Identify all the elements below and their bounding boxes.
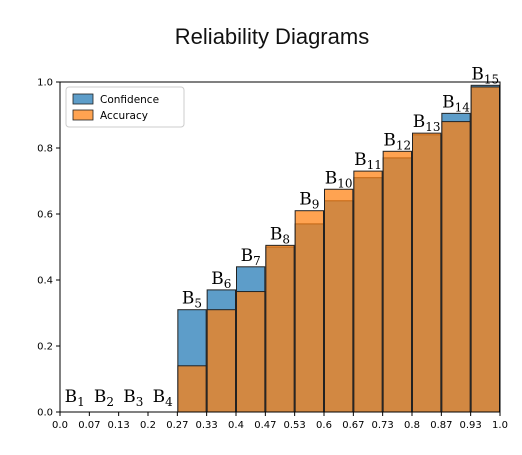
x-tick-label: 0.27 [166,420,188,431]
x-tick-label: 0.87 [430,420,452,431]
x-tick-label: 0.8 [404,420,420,431]
accuracy-bars [177,86,501,413]
bin-label-base: B [182,289,195,309]
y-tick-label: 0.6 [37,210,53,221]
bin-label-sub: 1 [77,395,85,409]
x-tick-label: 0.53 [284,420,306,431]
x-tick-label: 0.07 [78,420,100,431]
bin-label-base: B [413,112,426,132]
bin-label-sub: 10 [337,176,352,190]
bin-label-base: B [153,387,166,407]
accuracy-bar [324,188,354,413]
y-tick-label: 0.4 [37,276,53,287]
legend-box [65,86,185,128]
x-tick-label: 0.93 [460,420,482,431]
bin-label-sub: 8 [282,232,290,246]
legend-swatch [72,109,94,121]
axes: 0.0 0.07 0.13 0.2 0.27 0.33 0.4 0.47 0.53 0.6 0.67… [37,78,508,432]
x-tick-label: 0.73 [372,420,394,431]
y-tick-label: 0.0 [37,408,53,419]
bin-label-sub: 11 [367,158,382,172]
bin-label-sub: 2 [106,395,114,409]
bin-label-sub: 7 [253,254,261,268]
y-tick-label: 1.0 [37,78,53,89]
bin-label: B6 [211,269,231,291]
bin-label: B1 [65,387,85,409]
accuracy-bar [177,365,207,413]
legend-label: Confidence [100,94,159,106]
accuracy-bar [441,121,471,413]
bin-label: B14 [442,92,470,114]
bin-label: B2 [94,387,114,409]
bin-label: B15 [471,64,499,86]
x-tick-label: 0.13 [108,420,130,431]
x-tick-label: 0.6 [316,420,332,431]
accuracy-bar [382,150,413,413]
x-tick-label: 0.0 [52,420,68,431]
x-tick-label: 0.67 [342,420,364,431]
plot-frame [59,81,501,413]
bin-label-base: B [325,168,338,188]
bin-label: B11 [354,150,382,172]
bin-label-sub: 12 [396,138,411,152]
bin-label-sub: 14 [455,100,471,114]
bin-label-sub: 3 [136,395,144,409]
x-tick-label: 0.4 [228,420,244,431]
accuracy-bar [294,210,325,413]
x-tick-label: 0.47 [254,420,276,431]
bin-label: B7 [241,246,261,268]
legend: Confidence Accuracy [65,86,185,128]
x-tick-label: 0.33 [196,420,218,431]
accuracy-bar [353,170,383,413]
bin-label-base: B [299,190,312,210]
bin-label-sub: 9 [312,198,320,212]
legend-swatch [72,93,94,105]
bin-label-sub: 5 [194,297,202,311]
bin-label-sub: 15 [484,72,499,86]
bin-label: B13 [413,112,441,134]
bin-label-base: B [442,92,455,112]
bin-label-base: B [123,387,136,407]
accuracy-bar [470,86,501,413]
bin-label: B12 [383,130,411,152]
accuracy-bar [206,309,236,413]
accuracy-bar [236,291,266,413]
bin-label: B8 [270,224,290,246]
bin-label-base: B [211,269,224,289]
bin-label-sub: 6 [224,277,232,291]
bin-label: B5 [182,289,202,311]
bin-label-base: B [471,64,484,84]
bin-label-base: B [94,387,107,407]
y-tick-label: 0.8 [37,144,53,155]
legend-label: Accuracy [100,110,148,122]
bin-label-base: B [383,130,396,150]
accuracy-bar [412,132,442,413]
accuracy-bar [265,244,295,413]
bin-label: B10 [325,168,353,190]
x-tick-label: 1.0 [492,420,508,431]
bin-label: B4 [153,387,174,409]
bin-label-sub: 13 [425,120,440,134]
bin-label-base: B [270,224,283,244]
bin-label-base: B [241,246,254,266]
y-tick-label: 0.2 [37,342,53,353]
chart-title: Reliability Diagrams [175,24,369,49]
bin-label-base: B [65,387,78,407]
bin-label: B9 [299,190,319,212]
bin-label: B3 [123,387,143,409]
bin-label-sub: 4 [165,395,173,409]
bin-label-base: B [354,150,367,170]
x-tick-label: 0.2 [140,420,156,431]
